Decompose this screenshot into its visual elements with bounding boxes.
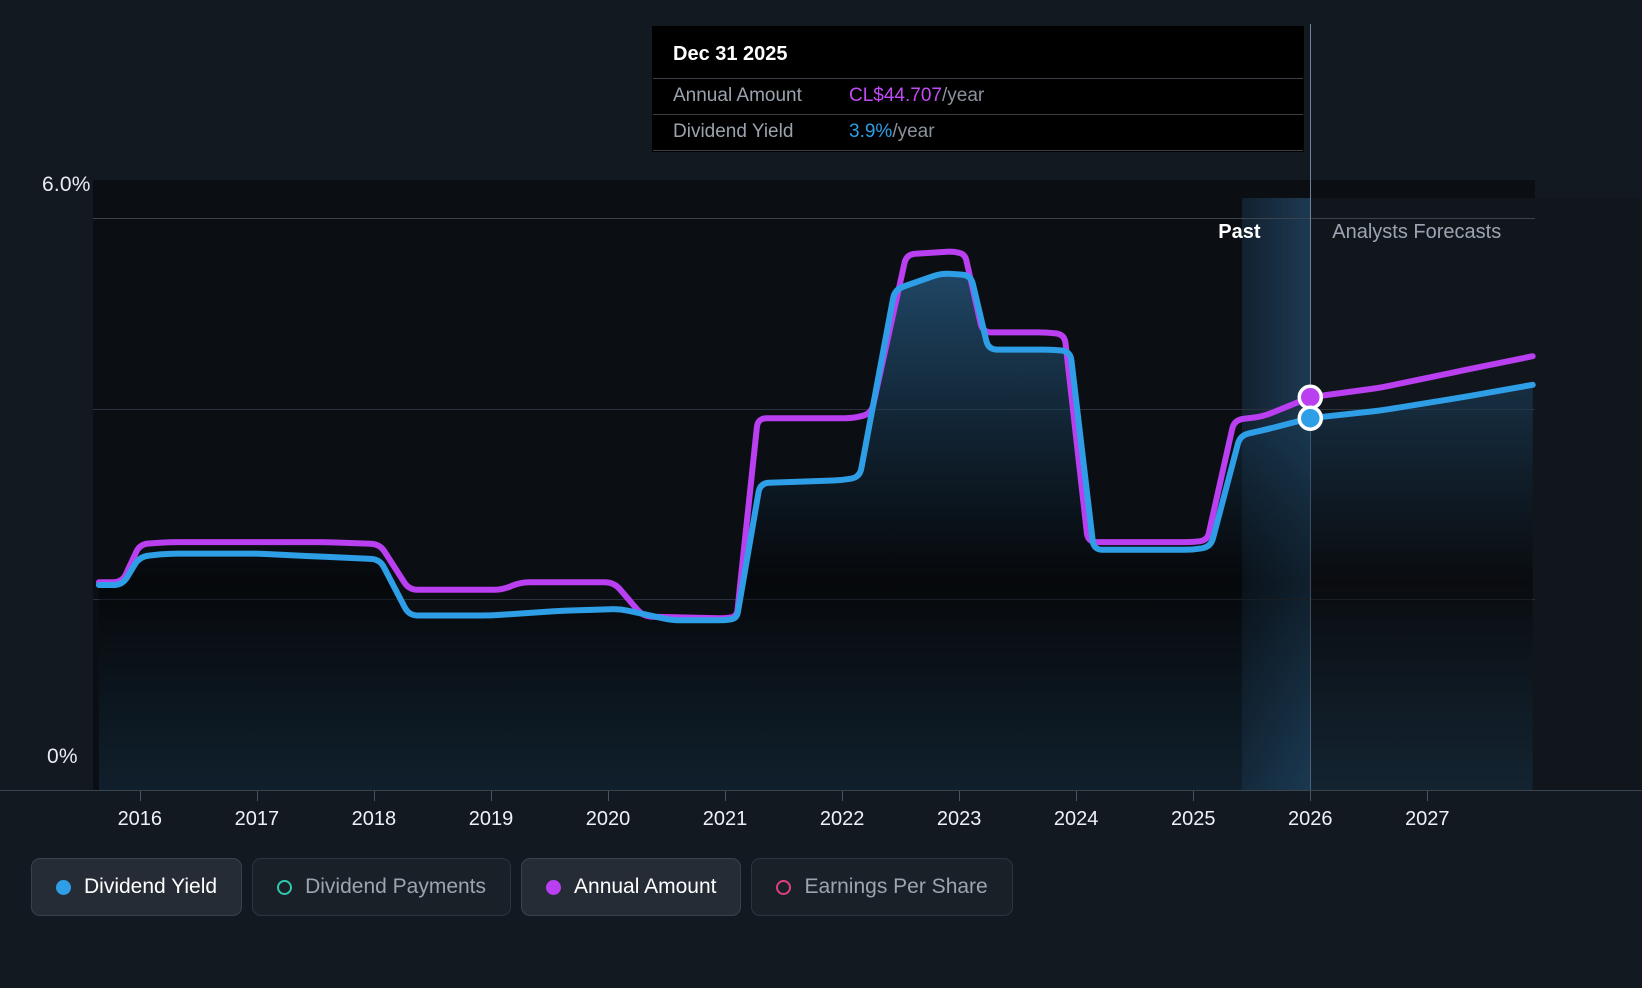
x-tick-label-2025: 2025 [1170, 808, 1216, 830]
x-tick-label-2017: 2017 [234, 808, 280, 830]
legend-item-dividend-yield[interactable]: Dividend Yield [31, 858, 243, 916]
dividend-yield-line [95, 270, 1536, 624]
x-tick-label-2023: 2023 [936, 808, 982, 830]
legend-item-annual-amount[interactable]: Annual Amount [521, 858, 742, 916]
x-tick-label-2016: 2016 [117, 808, 163, 830]
legend-label: Dividend Payments [305, 875, 487, 898]
axis-baseline [0, 790, 1642, 791]
x-tick [725, 791, 727, 801]
forecast-label: Analysts Forecasts [1332, 221, 1502, 243]
tooltip-value-suffix: /year [941, 85, 985, 106]
legend-item-dividend-payments[interactable]: Dividend Payments [252, 858, 512, 916]
x-tick [1076, 791, 1078, 801]
legend-label: Earnings Per Share [804, 875, 988, 898]
x-tick-label-2019: 2019 [468, 808, 514, 830]
tooltip-value: 3.9%/year [849, 121, 935, 143]
legend-item-earnings-per-share[interactable]: Earnings Per Share [751, 858, 1013, 916]
tooltip-row-dividend-yield: Dividend Yield 3.9%/year [653, 114, 1303, 151]
tooltip-key: Dividend Yield [673, 121, 794, 142]
x-tick [373, 791, 375, 801]
gridline-6 [93, 218, 1535, 219]
x-tick-label-2024: 2024 [1053, 808, 1099, 830]
x-tick [490, 791, 492, 801]
x-tick [959, 791, 961, 801]
tooltip-value-suffix: /year [892, 121, 935, 142]
past-label: Past [1218, 221, 1261, 243]
y-axis-label-bottom: 0% [47, 745, 78, 768]
x-tick-label-2020: 2020 [585, 808, 631, 830]
legend-label: Dividend Yield [84, 875, 218, 898]
x-tick-label-2021: 2021 [702, 808, 748, 830]
x-tick [1427, 791, 1429, 801]
series-svg [95, 248, 1536, 791]
tooltip-title: Dec 31 2025 [673, 43, 788, 65]
tooltip: Dec 31 2025 Annual Amount CL$44.707/year… [652, 26, 1304, 152]
legend-dot-icon [546, 879, 562, 895]
x-tick [139, 791, 141, 801]
tooltip-row-annual-amount: Annual Amount CL$44.707/year [653, 78, 1303, 114]
x-tick-label-2018: 2018 [351, 808, 397, 830]
legend-label: Annual Amount [574, 875, 717, 898]
tooltip-value-number: 3.9% [849, 121, 893, 142]
tooltip-value-number: CL$44.707 [849, 85, 942, 106]
legend-dot-icon [776, 879, 792, 895]
x-tick-label-2022: 2022 [819, 808, 865, 830]
x-tick-label-2026: 2026 [1288, 808, 1333, 830]
x-tick [842, 791, 844, 801]
x-tick [256, 791, 258, 801]
x-tick [608, 791, 609, 801]
dividend-yield-area [98, 273, 1533, 791]
chart-plot-area: Past Analysts Forecasts 6.0% 0% 2016 2017… [0, 24, 1642, 830]
annual-amount-line [95, 248, 1536, 622]
annual-amount-marker[interactable] [1297, 384, 1324, 410]
x-tick [1193, 791, 1195, 801]
legend-dot-icon [56, 879, 71, 895]
chart-legend: Dividend Yield Dividend Payments Annual Am… [31, 858, 1013, 916]
tooltip-value: CL$44.707/year [849, 85, 984, 107]
y-axis-label-top: 6.0% [42, 173, 91, 196]
gridline-4 [93, 409, 1535, 410]
tooltip-key: Annual Amount [673, 85, 802, 106]
legend-dot-icon [277, 879, 293, 895]
x-tick [1310, 791, 1312, 801]
dividend-yield-marker[interactable] [1297, 405, 1324, 431]
x-tick-label-2027: 2027 [1405, 808, 1450, 830]
